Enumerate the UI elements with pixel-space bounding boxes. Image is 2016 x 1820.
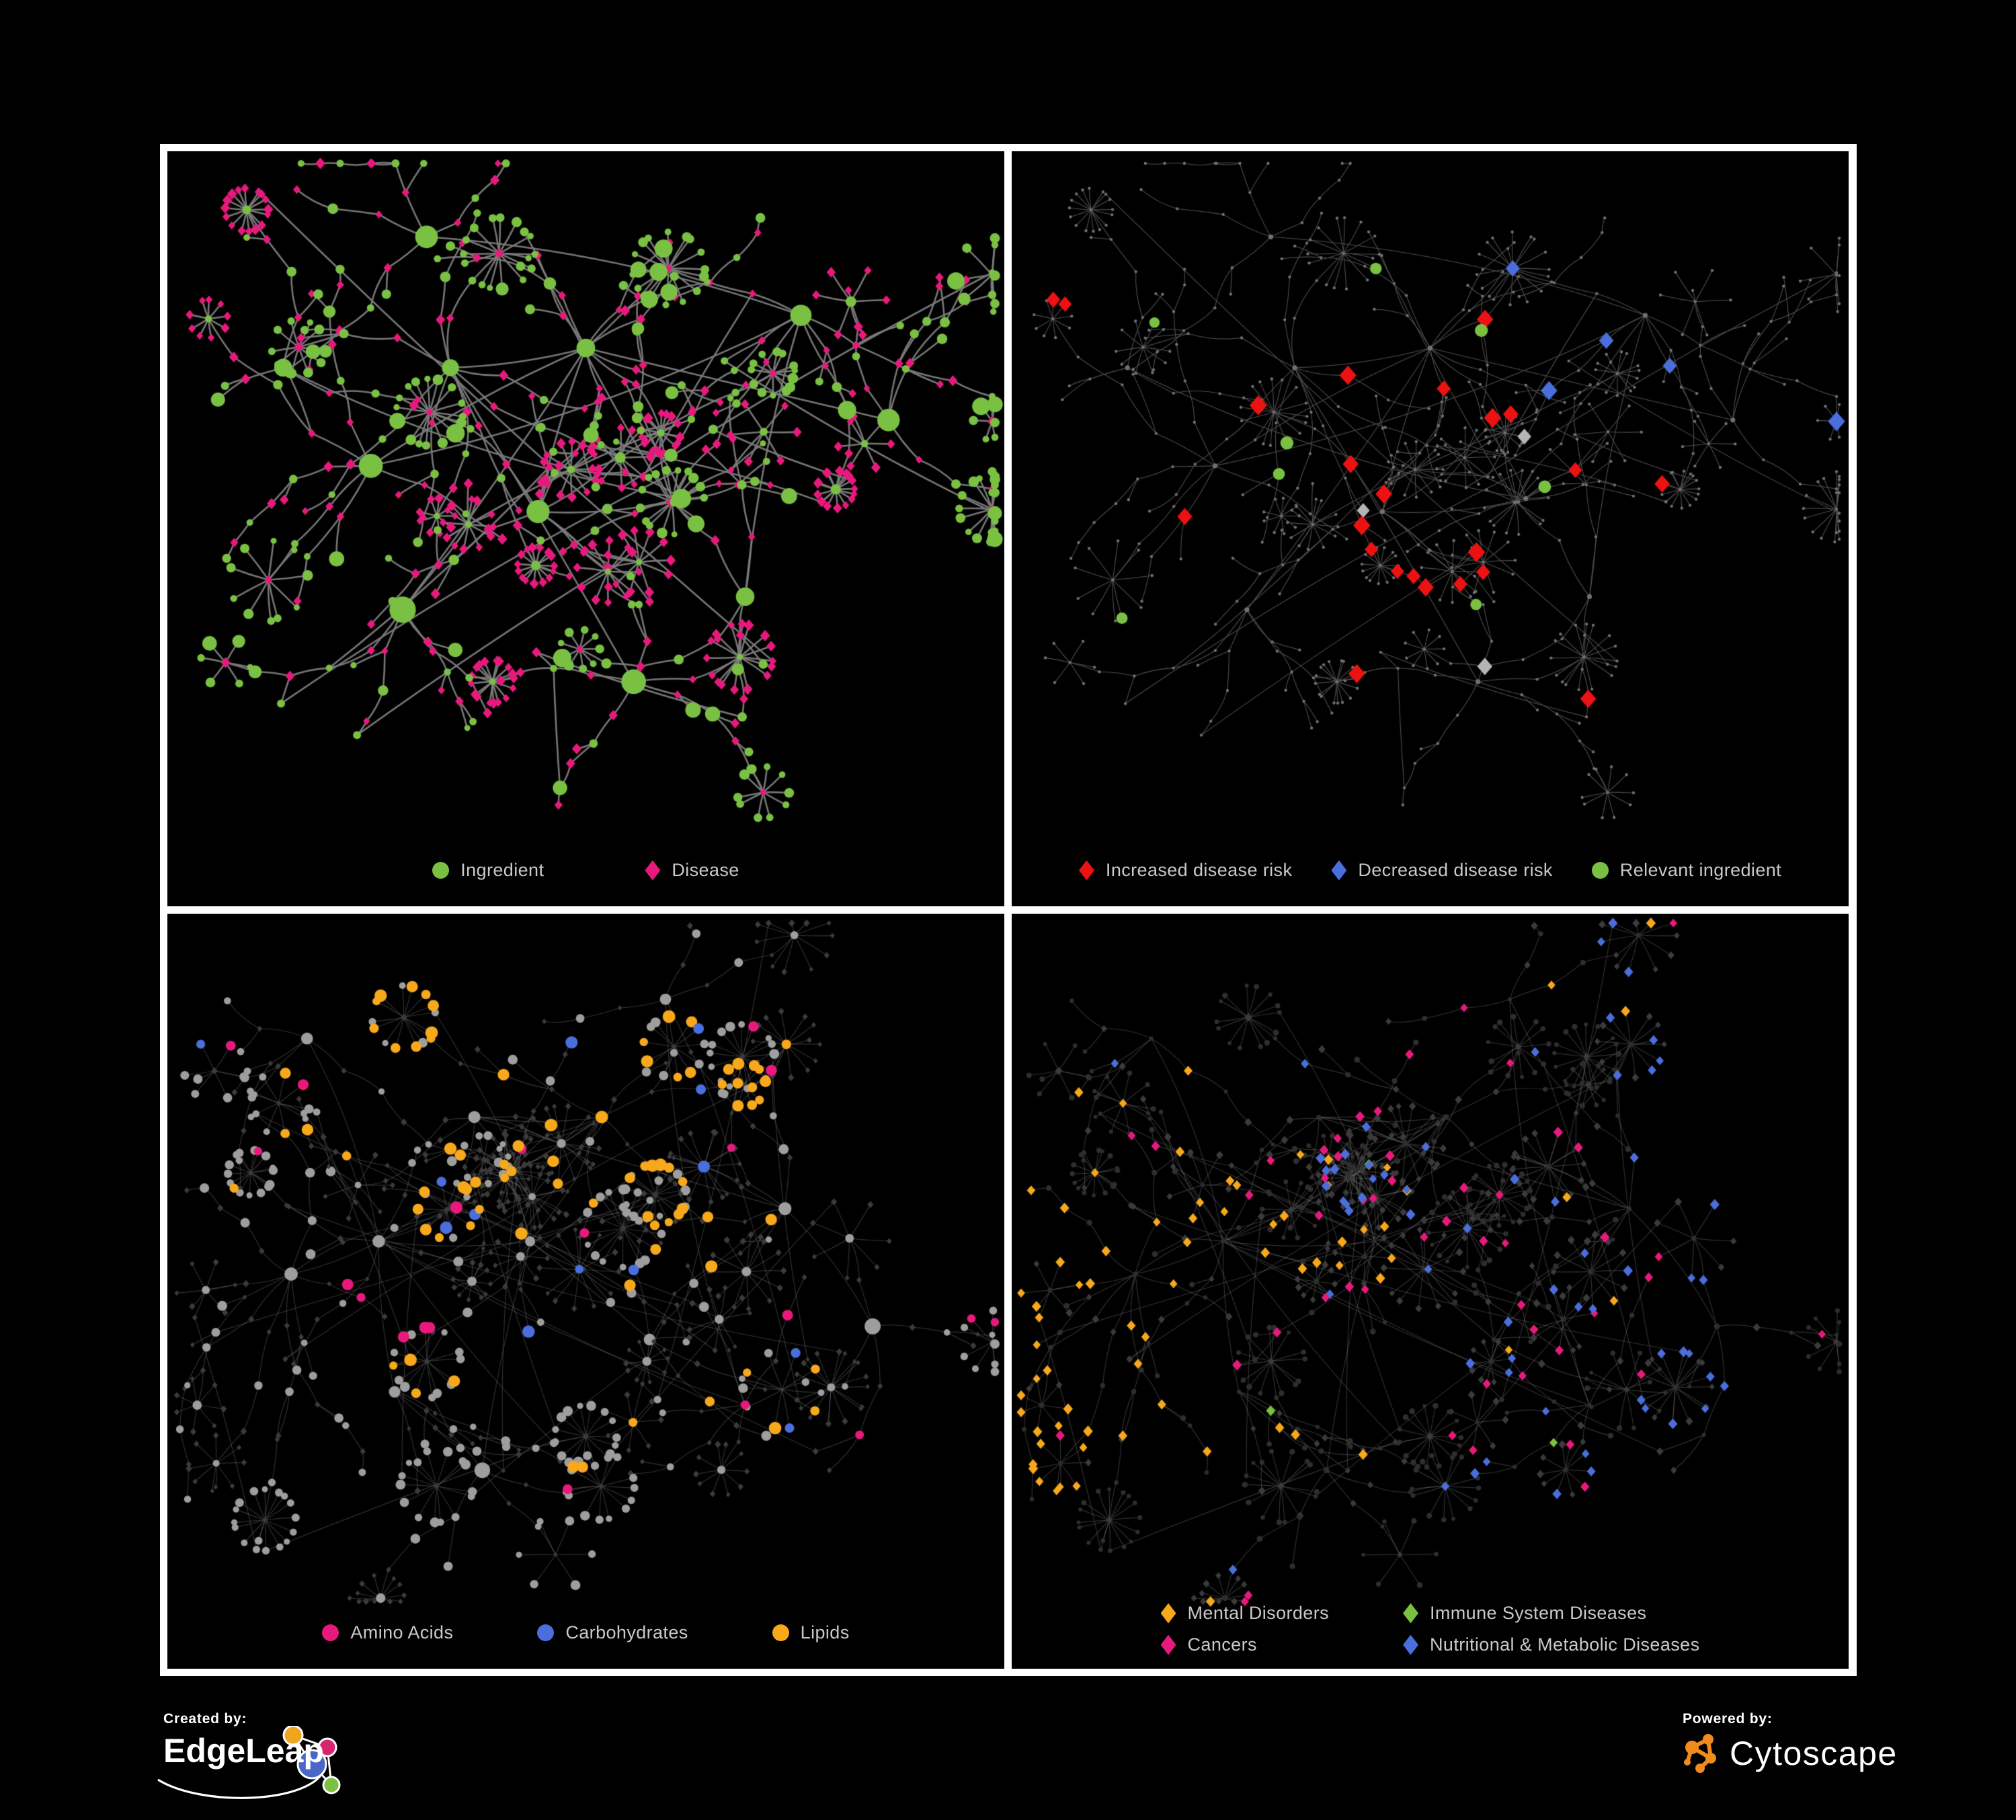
legend: Ingredient Disease [167,860,1004,881]
carbohydrates-marker-icon [537,1624,555,1641]
immune-system-diseases-marker-icon [1403,1603,1418,1624]
mental-disorders-marker-icon [1160,1603,1176,1624]
legend-item: Amino Acids [322,1622,453,1643]
panel-ingredient-classes: Amino Acids Carbohydrates Lipids [167,914,1004,1669]
powered-by-label: Powered by: [1683,1711,1773,1727]
panel-disease-risk: Increased disease risk Decreased disease… [1012,151,1849,906]
legend-label: Disease [672,860,739,880]
legend: Amino Acids Carbohydrates Lipids [167,1622,1004,1643]
legend-item: Cancers [1160,1634,1329,1655]
network-canvas-disease-risk [1012,151,1849,906]
legend-label: Amino Acids [350,1622,454,1643]
decreased-risk-marker-icon [1331,860,1347,881]
legend-label: Mental Disorders [1187,1603,1329,1623]
legend: Increased disease risk Decreased disease… [1012,860,1849,881]
edgeleap-wordmark: EdgeLeap [163,1732,324,1770]
legend-label: Carbohydrates [565,1622,688,1643]
cytoscape-icon [1684,1734,1716,1773]
legend-item: Decreased disease risk [1331,860,1552,881]
legend-item: Carbohydrates [537,1622,688,1643]
legend-label: Relevant ingredient [1619,860,1782,880]
network-canvas-ingredient-classes [167,914,1004,1669]
legend-label: Increased disease risk [1105,860,1293,880]
legend-item: Lipids [772,1622,850,1643]
legend-item: Nutritional & Metabolic Diseases [1403,1634,1699,1655]
legend-item: Increased disease risk [1078,860,1293,881]
panel-disease-classes: Mental Disorders Immune System Diseases … [1012,914,1849,1669]
network-canvas-disease-classes [1012,914,1849,1669]
lipids-marker-icon [772,1624,789,1641]
cytoscape-logo: Powered by: Cytoscape [1683,1711,1965,1792]
cytoscape-wordmark: Cytoscape [1730,1735,1898,1772]
legend-label: Decreased disease risk [1358,860,1553,880]
legend-label: Lipids [800,1622,850,1643]
legend-item: Immune System Diseases [1403,1603,1699,1624]
nutritional-metabolic-diseases-marker-icon [1403,1634,1418,1655]
disease-marker-icon [645,860,661,881]
legend-item: Ingredient [432,860,544,881]
increased-risk-marker-icon [1078,860,1094,881]
legend-item: Relevant ingredient [1591,860,1782,881]
legend: Mental Disorders Immune System Diseases … [1012,1603,1849,1655]
amino-acids-marker-icon [322,1624,339,1641]
legend-label: Nutritional & Metabolic Diseases [1430,1634,1700,1655]
created-by-label: Created by: [163,1711,247,1727]
legend-label: Ingredient [460,860,545,880]
legend-item: Mental Disorders [1160,1603,1329,1624]
ingredient-marker-icon [432,862,450,879]
figure-grid: Ingredient Disease Increased disease ris… [160,144,1857,1676]
legend-label: Immune System Diseases [1430,1603,1647,1623]
panel-ingredient-disease: Ingredient Disease [167,151,1004,906]
legend-label: Cancers [1187,1634,1257,1655]
network-canvas-ingredient-disease [167,151,1004,906]
legend-item: Disease [645,860,739,881]
cancers-marker-icon [1160,1634,1176,1655]
edgeleap-logo: Created by: EdgeLeap [157,1711,378,1812]
relevant-ingredient-marker-icon [1591,862,1609,879]
